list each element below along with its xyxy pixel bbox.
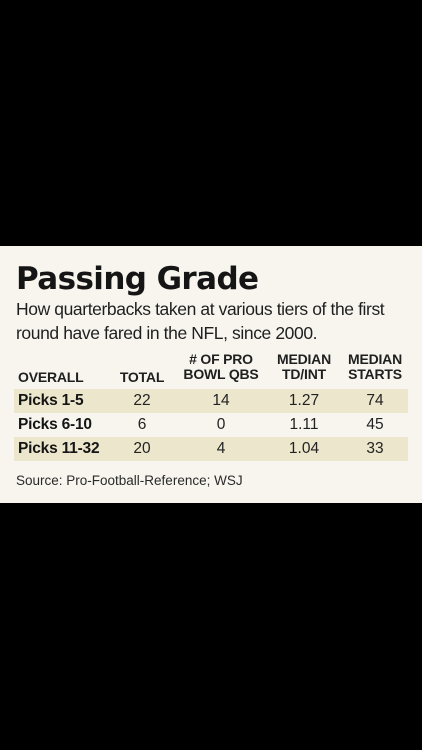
column-header-overall-line: OVERALL <box>18 369 84 385</box>
column-header-median-td-int-line-1: MEDIAN <box>276 351 332 367</box>
cell-median-starts: 74 <box>366 392 384 409</box>
source-note: Source: Pro-Football-Reference; WSJ <box>16 473 243 488</box>
column-header-total: TOTAL <box>112 370 172 385</box>
column-header-median-td-int: MEDIAN TD/INT <box>268 352 340 382</box>
table-row: Picks 1-5 22 14 1.27 74 <box>14 389 408 413</box>
column-header-median-starts: MEDIAN STARTS <box>340 352 410 382</box>
column-header-pro-bowl-qbs: # OF PRO BOWL QBS <box>178 352 264 382</box>
cell-total: 22 <box>133 392 151 409</box>
row-label: Picks 6-10 <box>18 416 92 433</box>
cell-pro-bowl-qbs: 14 <box>212 392 230 409</box>
cell-pro-bowl-qbs: 4 <box>216 440 226 457</box>
column-header-median-td-int-line-2: TD/INT <box>282 366 326 382</box>
chart-title: Passing Grade <box>16 261 259 297</box>
chart-subtitle: How quarterbacks taken at various tiers … <box>16 299 385 343</box>
table-body: Picks 1-5 22 14 1.27 74 Picks 6-10 6 0 1… <box>14 389 408 461</box>
cell-pro-bowl-qbs: 0 <box>216 416 226 433</box>
cell-total: 6 <box>137 416 147 433</box>
table-row: Picks 6-10 6 0 1.11 45 <box>14 413 408 437</box>
column-header-median-starts-line-1: MEDIAN <box>347 351 403 367</box>
column-header-overall: OVERALL <box>18 370 84 385</box>
cell-median-td-int: 1.11 <box>289 416 319 433</box>
column-header-pro-bowl-qbs-line-2: BOWL QBS <box>183 366 259 382</box>
row-label: Picks 1-5 <box>18 392 84 409</box>
cell-median-td-int: 1.04 <box>288 440 320 457</box>
row-label: Picks 11-32 <box>18 440 100 457</box>
cell-median-starts: 45 <box>366 416 384 433</box>
column-header-pro-bowl-qbs-line-1: # OF PRO <box>189 351 253 367</box>
cell-total: 20 <box>133 440 151 457</box>
table-row: Picks 11-32 20 4 1.04 33 <box>14 437 408 461</box>
cell-median-starts: 33 <box>366 440 384 457</box>
cell-median-td-int: 1.27 <box>288 392 320 409</box>
column-header-total-line: TOTAL <box>119 369 165 385</box>
column-header-median-starts-line-2: STARTS <box>348 366 402 382</box>
